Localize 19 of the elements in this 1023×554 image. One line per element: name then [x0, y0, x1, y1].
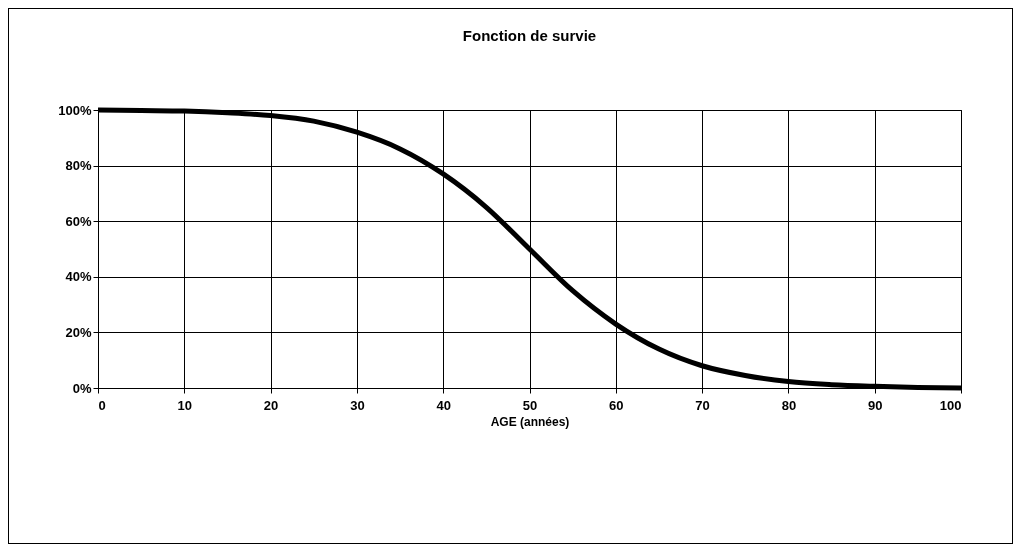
x-tick-label: 30 — [350, 397, 365, 413]
x-tick-label: 40 — [436, 397, 451, 413]
y-tick-label: 0% — [72, 380, 92, 396]
x-tick-label: 100 — [939, 397, 962, 413]
y-tick-label: 20% — [65, 324, 92, 340]
x-tick-label: 50 — [522, 397, 538, 413]
chart-title: Fonction de survie — [462, 27, 597, 44]
y-tick-label: 40% — [65, 269, 92, 285]
x-tick-label: 80 — [781, 397, 797, 413]
x-tick-label: 90 — [867, 397, 883, 413]
x-tick-label: 20 — [263, 397, 279, 413]
y-tick-label: 60% — [65, 213, 92, 229]
y-tick-label: 80% — [65, 158, 92, 174]
x-tick-label: 60 — [609, 397, 624, 413]
x-axis-title: AGE (années) — [490, 414, 570, 429]
y-tick-label: 100% — [58, 102, 92, 118]
x-tick-label: 10 — [177, 397, 193, 413]
x-tick-label: 0 — [98, 397, 106, 413]
x-tick-label: 70 — [695, 397, 710, 413]
